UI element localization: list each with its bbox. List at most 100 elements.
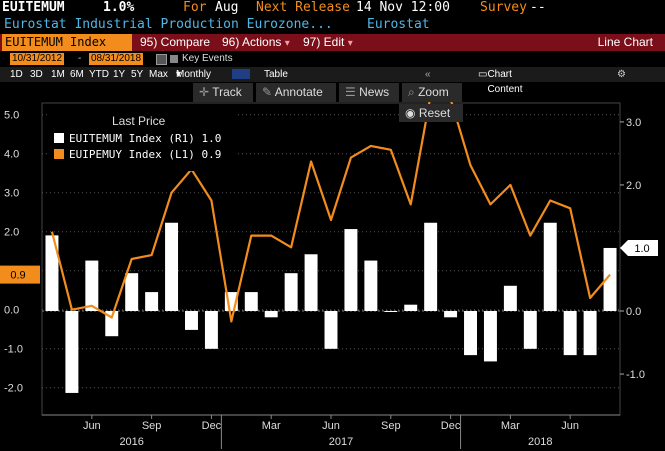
bar (444, 311, 458, 318)
legend-row[interactable]: EUITEMUM Index (R1) 1.0 (54, 132, 221, 145)
news-button[interactable]: ☰ News (339, 83, 399, 102)
period-1y[interactable]: 1Y (113, 69, 126, 80)
bar (185, 311, 198, 330)
compare-label: 95) Compare (140, 35, 211, 49)
date-dash: - (78, 53, 82, 64)
chevron-down-icon: ▾ (347, 38, 353, 49)
chart-content-button[interactable]: ▭ Chart Content (478, 69, 523, 95)
key-events-checkbox[interactable] (170, 55, 178, 63)
x-year-label: 2018 (528, 436, 552, 448)
start-date-input[interactable]: 10/31/2012 (10, 53, 65, 65)
function-toolbar: EUITEMUM Index 95) Compare 96) Actions ▾… (0, 34, 665, 51)
period-6m[interactable]: 6M (70, 69, 84, 80)
end-date-input[interactable]: 08/31/2018 (89, 53, 144, 65)
bar (563, 311, 577, 356)
bar (523, 311, 537, 349)
x-month-label: Dec (202, 420, 222, 432)
bar (264, 311, 278, 318)
bar (165, 222, 179, 311)
chart-legend[interactable]: Last Price EUITEMUM Index (R1) 1.0 EUIPE… (48, 111, 238, 171)
legend-label: EUITEMUM Index (R1) (69, 132, 195, 145)
bar (45, 235, 59, 311)
bar (503, 285, 517, 311)
last-value: 1.0% (103, 0, 135, 15)
collapse-icon[interactable]: « (425, 69, 431, 80)
legend-swatch (54, 149, 64, 159)
news-label: News (359, 85, 390, 99)
x-month-label: Jun (322, 420, 340, 432)
x-month-label: Jun (561, 420, 579, 432)
source-text: Eurostat (367, 17, 430, 32)
period-1m[interactable]: 1M (51, 69, 65, 80)
price-chart[interactable]: 5.0 4.0 3.0 2.0 1.0 0.0 -1.0 -2.0 3.0 2.0 1.0 0.0 -1… (0, 83, 665, 451)
period-ytd[interactable]: YTD (89, 69, 109, 80)
line-path (50, 94, 611, 323)
bar (404, 304, 418, 311)
edit-label: 97) Edit (303, 35, 345, 49)
x-year-label: 2017 (329, 436, 353, 448)
description-text: Eurostat Industrial Production Eurozone.… (4, 17, 333, 32)
annotate-button[interactable]: ✎ Annotate (256, 83, 336, 102)
gear-icon[interactable]: ⚙ (617, 69, 626, 80)
period-5y[interactable]: 5Y (131, 69, 144, 80)
left-last-value-label: 0.9 (10, 270, 25, 282)
period-bar: 1D 3D 1M 6M YTD 1Y 5Y Max Monthly ▾ Tabl… (0, 67, 665, 95)
left-tick-label: -1.0 (4, 344, 23, 356)
edit-menu[interactable]: 97) Edit ▾ (303, 34, 353, 51)
bar-series (45, 222, 617, 393)
bar (105, 311, 119, 337)
period-1d[interactable]: 1D (10, 69, 23, 80)
right-tick-label: 2.0 (626, 180, 641, 192)
bar (145, 292, 159, 311)
ticker-input[interactable]: EUITEMUM Index (2, 34, 132, 51)
left-tick-label: 4.0 (4, 149, 19, 161)
chart-type-label[interactable]: Line Chart (597, 35, 653, 49)
period-max[interactable]: Max (149, 69, 168, 80)
bar (424, 222, 438, 311)
track-label: Track (212, 85, 242, 99)
left-last-value-tag (0, 265, 40, 284)
bar (603, 247, 617, 311)
reset-button[interactable]: ◉ Reset (399, 104, 463, 122)
compare-button[interactable]: 95) Compare (140, 34, 210, 51)
actions-menu[interactable]: 96) Actions ▾ (222, 34, 290, 51)
bar (344, 229, 358, 311)
track-button[interactable]: ✛ Track (193, 83, 253, 102)
zoom-button[interactable]: ⌕ Zoom (402, 83, 462, 102)
next-release-value: 14 Nov 12:00 (356, 0, 450, 15)
x-month-label: Sep (142, 420, 162, 432)
line-chart-icon[interactable] (232, 69, 250, 79)
bar (65, 311, 79, 393)
actions-label: 96) Actions (222, 35, 282, 49)
for-label: For (183, 0, 207, 15)
security-header: EUITEMUM 1.0% For Aug Next Release 14 No… (0, 0, 665, 17)
chart-grid (41, 102, 621, 416)
right-tick-label: 3.0 (626, 117, 641, 129)
calendar-icon[interactable] (156, 54, 167, 65)
x-month-label: Dec (441, 420, 461, 432)
security-description: Eurostat Industrial Production Eurozone.… (0, 17, 665, 33)
bar (85, 260, 99, 311)
x-year-label: 2016 (119, 436, 143, 448)
annotate-label: Annotate (274, 85, 323, 99)
bar (204, 311, 218, 349)
legend-title: Last Price (112, 114, 166, 128)
right-tick-label: 0.0 (626, 306, 641, 318)
legend-row[interactable]: EUIPEMUY Index (L1) 0.9 (54, 148, 221, 161)
period-3d[interactable]: 3D (30, 69, 43, 80)
left-tick-label: -2.0 (4, 383, 23, 395)
left-tick-label: 5.0 (4, 110, 19, 122)
left-tick-label: 3.0 (4, 188, 19, 200)
radio-icon: ◉ (405, 106, 416, 120)
x-month-label: Mar (501, 420, 520, 432)
next-release-label: Next Release (256, 0, 350, 15)
bar (125, 273, 139, 311)
left-tick-label: 0.0 (4, 305, 19, 317)
ticker-label: EUITEMUM (2, 0, 65, 15)
search-icon: ⌕ (408, 85, 415, 99)
table-button[interactable]: Table (264, 69, 288, 80)
bar (543, 222, 557, 311)
legend-value: 0.9 (201, 148, 222, 161)
right-last-value-tag (620, 239, 658, 256)
x-month-label: Sep (381, 420, 401, 432)
